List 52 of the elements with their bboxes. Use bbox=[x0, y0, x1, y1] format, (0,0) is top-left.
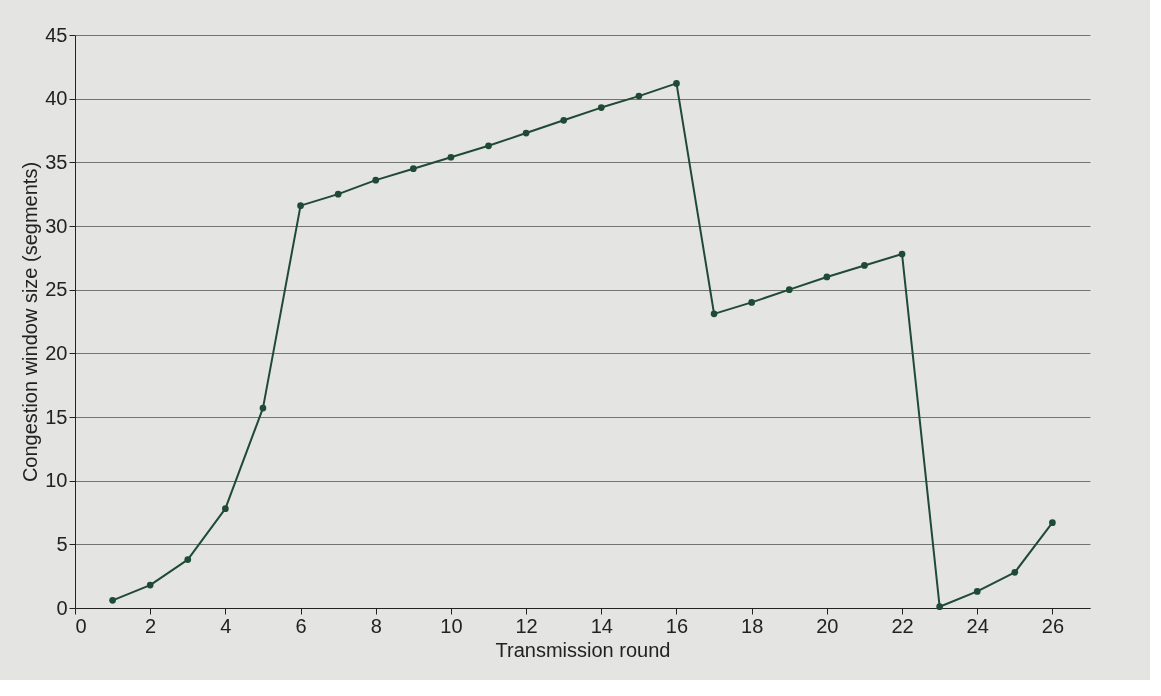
point bbox=[1049, 519, 1056, 527]
y-tick-label: 35 bbox=[45, 150, 68, 173]
point bbox=[823, 273, 831, 281]
x-tick-label: 4 bbox=[220, 614, 232, 637]
y-tick-label: 30 bbox=[45, 214, 68, 237]
x-tick-label: 14 bbox=[590, 614, 613, 637]
y-axis-title: Congestion window size (segments) bbox=[19, 161, 42, 483]
point bbox=[973, 588, 981, 595]
x-tick-label: 6 bbox=[295, 614, 307, 637]
point bbox=[409, 165, 417, 173]
x-tick-label: 2 bbox=[145, 614, 157, 637]
point bbox=[334, 190, 342, 198]
point bbox=[222, 505, 229, 513]
point bbox=[898, 250, 906, 258]
y-tick-label: 10 bbox=[45, 469, 68, 492]
point bbox=[710, 310, 718, 318]
point bbox=[861, 262, 868, 269]
point bbox=[447, 153, 455, 161]
point bbox=[597, 104, 605, 111]
point bbox=[485, 142, 492, 150]
y-tick-label: 45 bbox=[45, 23, 68, 46]
y-tick-label: 20 bbox=[45, 341, 68, 364]
x-tick-label: 18 bbox=[741, 614, 764, 637]
point bbox=[372, 176, 380, 184]
point bbox=[1011, 569, 1019, 576]
x-tick-label: 22 bbox=[891, 614, 914, 637]
point bbox=[297, 202, 304, 209]
x-axis-title: Transmission round bbox=[495, 638, 671, 661]
x-tick-label: 24 bbox=[966, 614, 989, 637]
x-tick-label: 26 bbox=[1041, 614, 1065, 637]
x-tick-label: 20 bbox=[816, 614, 839, 637]
x-tick-label: 0 bbox=[75, 614, 87, 637]
x-tick-label: 8 bbox=[370, 614, 382, 637]
point bbox=[635, 92, 643, 100]
point bbox=[184, 556, 192, 563]
point bbox=[785, 286, 793, 294]
point bbox=[673, 80, 680, 87]
y-tick-label: 0 bbox=[56, 596, 68, 619]
point bbox=[146, 581, 154, 589]
point bbox=[522, 129, 530, 137]
y-tick-label: 15 bbox=[45, 405, 68, 428]
point bbox=[259, 404, 267, 412]
x-tick-label: 12 bbox=[515, 614, 538, 637]
point bbox=[748, 299, 756, 306]
y-tick-label: 40 bbox=[45, 87, 68, 110]
y-tick-label: 5 bbox=[56, 532, 68, 555]
point bbox=[560, 116, 568, 124]
x-tick-label: 10 bbox=[440, 614, 463, 637]
point bbox=[936, 603, 943, 611]
point bbox=[109, 597, 116, 604]
x-tick-label: 16 bbox=[665, 614, 689, 637]
y-tick-label: 25 bbox=[45, 278, 68, 301]
